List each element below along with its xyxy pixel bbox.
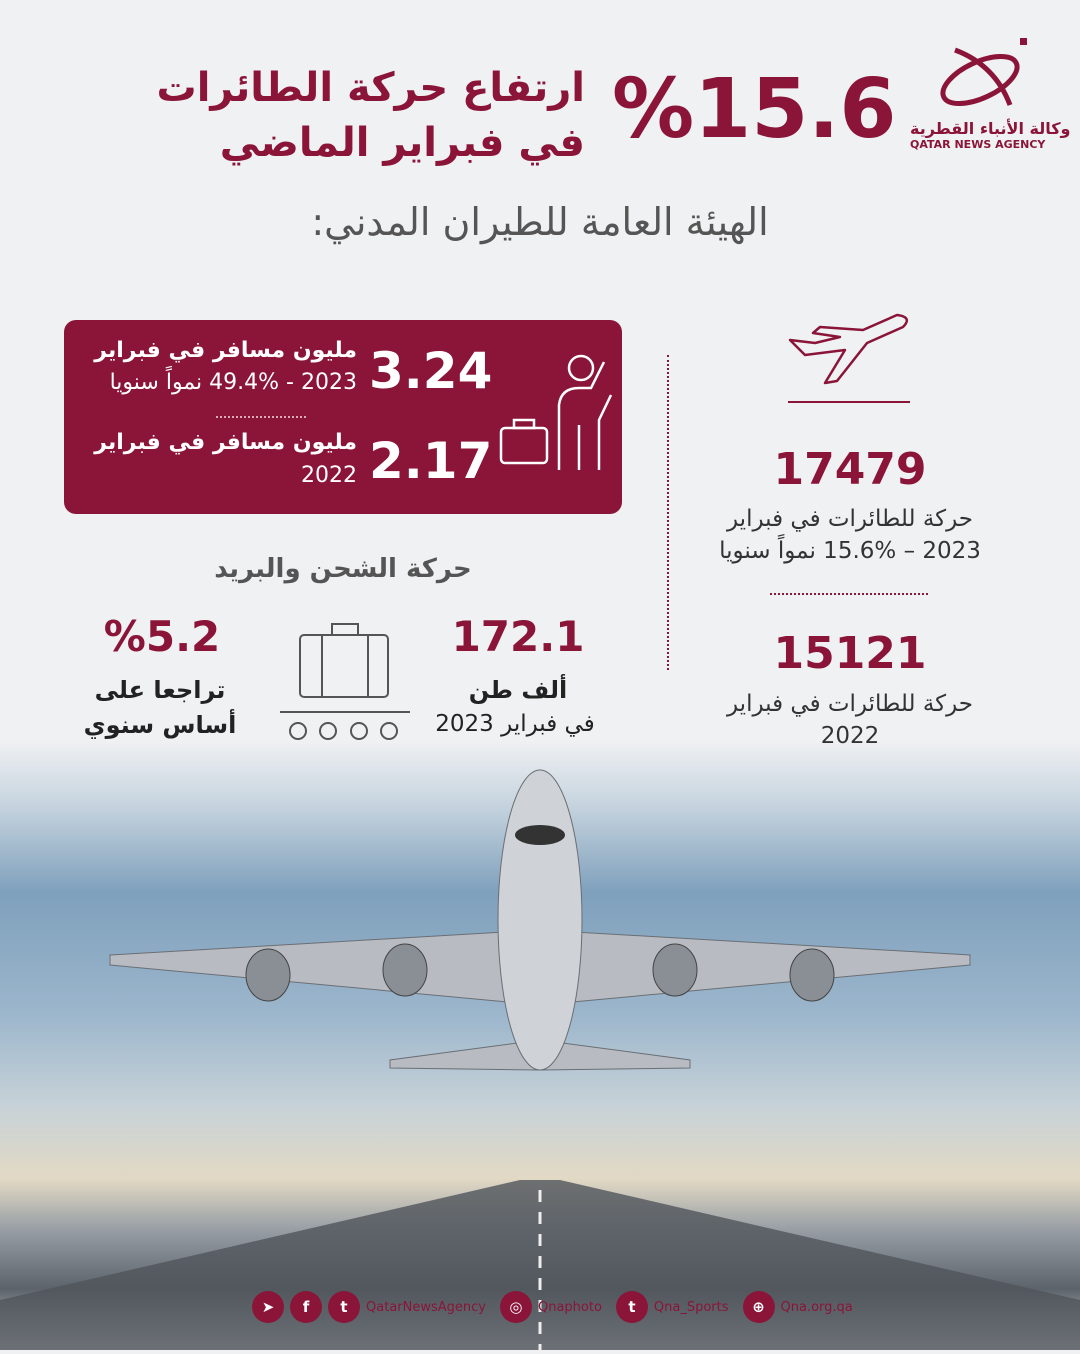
airplane-illustration xyxy=(109,769,971,1071)
globe-icon[interactable]: ⊕ xyxy=(742,1291,775,1323)
passengers-current-value: 3.24 xyxy=(369,342,493,400)
runway xyxy=(0,1180,1080,1350)
social-qatarnewsagency[interactable]: ➤ f t QatarNewsAgency xyxy=(252,1291,486,1323)
qna-logo: وكالة الأنباء القطرية QATAR NEWS AGENCY xyxy=(910,35,1071,151)
flights-previous-line1: حركة للطائرات في فبراير xyxy=(726,691,974,717)
social-handle[interactable]: Qna.org.qa xyxy=(780,1299,853,1315)
headline-line1: ارتفاع حركة الطائرات xyxy=(156,65,586,111)
social-website[interactable]: ⊕ Qna.org.qa xyxy=(742,1291,853,1323)
cargo-change-value: %5.2 xyxy=(103,612,221,661)
twitter-icon[interactable]: t xyxy=(328,1291,360,1323)
instagram-icon[interactable]: ◎ xyxy=(499,1291,532,1323)
passengers-previous-value: 2.17 xyxy=(369,432,493,490)
cargo-title: حركة الشحن والبريد xyxy=(214,554,472,584)
flights-current-line2: 2023 – 15.6% نمواً سنويا xyxy=(719,538,981,564)
headline-line2: في فبراير الماضي xyxy=(219,120,585,166)
divider xyxy=(770,593,928,595)
source-subtitle: الهيئة العامة للطيران المدني: xyxy=(311,200,769,244)
social-links: ➤ f t QatarNewsAgency ◎ Qnaphoto t Qna_S… xyxy=(252,1291,853,1323)
logo-name-en: QATAR NEWS AGENCY xyxy=(910,138,1046,151)
logo-emblem-icon xyxy=(940,38,1027,106)
flights-current-line1: حركة للطائرات في فبراير xyxy=(726,506,974,532)
cargo-change-line2: أساس سنوي xyxy=(83,711,237,739)
divider xyxy=(216,416,306,418)
flights-current-value: 17479 xyxy=(773,444,927,495)
cargo-volume-line2: في فبراير 2023 xyxy=(435,711,595,737)
cargo-volume-value: 172.1 xyxy=(451,612,585,661)
icon-underline xyxy=(788,401,910,403)
flights-previous-value: 15121 xyxy=(773,628,927,679)
traveler-with-suitcase-icon xyxy=(499,354,613,470)
flights-previous-line2: 2022 xyxy=(820,723,880,749)
passengers-previous-line1: مليون مسافر في فبراير xyxy=(94,430,357,455)
cargo-change-line1: تراجعا على xyxy=(94,676,226,704)
passengers-current-line1: مليون مسافر في فبراير xyxy=(94,338,357,363)
airplane-takeoff-icon xyxy=(788,313,909,385)
social-handle[interactable]: Qna_Sports xyxy=(653,1299,729,1315)
cargo-suitcase-icon xyxy=(280,623,410,740)
facebook-icon[interactable]: f xyxy=(290,1291,322,1323)
headline-percent: %15.6 xyxy=(612,62,897,157)
social-handle[interactable]: QatarNewsAgency xyxy=(366,1299,486,1315)
cargo-volume-line1: ألف طن xyxy=(468,676,568,704)
telegram-icon[interactable]: ➤ xyxy=(252,1291,284,1323)
social-handle[interactable]: Qnaphoto xyxy=(537,1299,602,1315)
passengers-current-line2: 2023 - 49.4% نمواً سنويا xyxy=(109,370,357,395)
social-qna-sports[interactable]: t Qna_Sports xyxy=(615,1291,729,1323)
twitter-icon[interactable]: t xyxy=(615,1291,648,1323)
social-qnaphoto[interactable]: ◎ Qnaphoto xyxy=(499,1291,602,1323)
column-divider xyxy=(667,355,669,670)
logo-name-ar: وكالة الأنباء القطرية xyxy=(910,119,1071,138)
passengers-previous-line2: 2022 xyxy=(301,463,357,488)
passengers-panel: 3.24 مليون مسافر في فبراير 2023 - 49.4% … xyxy=(64,320,622,514)
